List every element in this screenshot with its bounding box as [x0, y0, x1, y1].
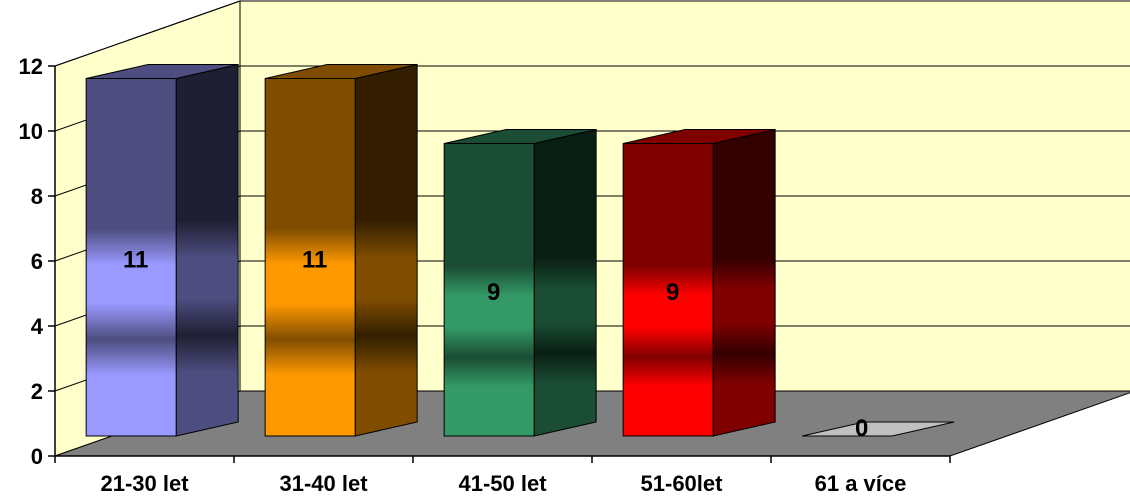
y-tick-label: 10 [19, 119, 43, 144]
bar-side-face [354, 63, 418, 437]
bar-5 [802, 421, 955, 437]
y-tick-label: 6 [31, 249, 43, 274]
y-gridline [54, 0, 1130, 67]
y-tick-label: 12 [19, 54, 43, 79]
x-category-label: 61 a více [815, 471, 907, 496]
bar-front-face [264, 78, 356, 437]
bar-front-face [443, 143, 535, 437]
chart-axes-layer: 0 2 4 6 8 10 12 21-30 let 31-40 let 41-50 let 51-6… [19, 54, 951, 496]
data-label: 11 [302, 246, 327, 273]
bar-front-face [622, 143, 714, 437]
chart-data-labels-layer: 11 11 9 9 0 [123, 246, 868, 442]
chart-bars-layer [85, 63, 955, 437]
bar-2 [264, 63, 418, 437]
x-category-label: 21-30 let [100, 471, 189, 496]
x-category-label: 41-50 let [458, 471, 547, 496]
bar-top-face [802, 421, 955, 437]
bar-side-face [712, 128, 776, 437]
data-label: 9 [666, 279, 679, 306]
y-tick-label: 2 [31, 379, 43, 404]
data-label: 9 [487, 279, 500, 306]
y-tick-label: 0 [31, 444, 43, 469]
bar-side-face [175, 63, 239, 437]
bar-side-face [533, 128, 597, 437]
y-tick-label: 8 [31, 184, 43, 209]
data-label: 0 [855, 415, 868, 442]
data-label: 11 [123, 246, 148, 273]
x-category-label: 51-60let [641, 471, 724, 496]
bar-1 [85, 63, 239, 437]
bar-front-face [85, 78, 177, 437]
bar-3 [443, 128, 597, 437]
x-category-label: 31-40 let [279, 471, 368, 496]
y-tick-label: 4 [31, 314, 44, 339]
bar-4 [622, 128, 776, 437]
